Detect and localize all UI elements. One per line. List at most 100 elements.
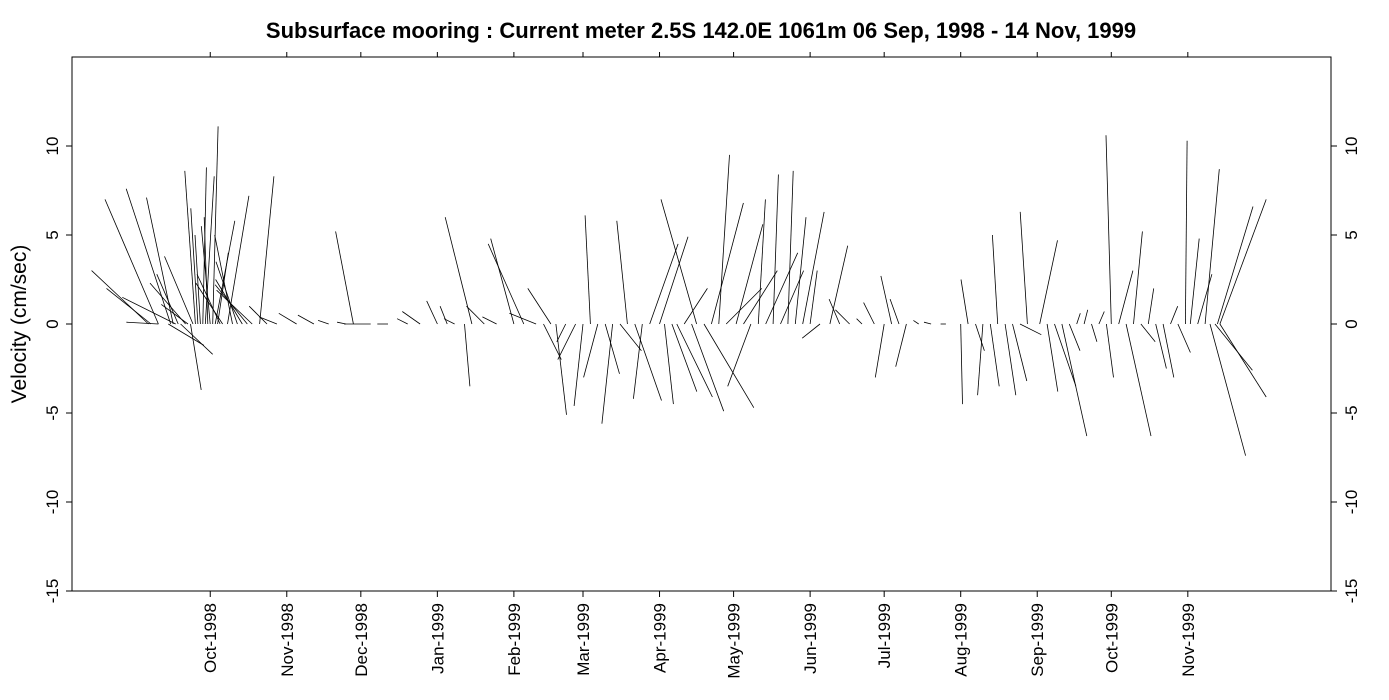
velocity-sticks xyxy=(91,126,1267,456)
velocity-stick xyxy=(829,245,849,325)
velocity-stick xyxy=(104,199,159,325)
velocity-stick xyxy=(1170,306,1179,325)
velocity-stick xyxy=(1133,231,1143,325)
velocity-stick xyxy=(604,323,620,374)
velocity-stick xyxy=(1219,323,1267,398)
velocity-stick xyxy=(794,217,807,325)
velocity-stick xyxy=(1068,323,1081,351)
velocity-stick xyxy=(960,323,963,405)
velocity-stick xyxy=(194,234,201,325)
velocity-stick xyxy=(1061,323,1088,437)
velocity-stick xyxy=(125,188,172,325)
velocity-stick xyxy=(992,234,999,325)
velocity-stick xyxy=(106,288,152,325)
velocity-stick xyxy=(671,323,698,392)
y-tick-right-label: -15 xyxy=(1342,579,1361,604)
velocity-stick xyxy=(466,305,485,325)
velocity-stick xyxy=(217,252,229,325)
x-tick-label: Jan-1999 xyxy=(428,603,447,674)
velocity-stick xyxy=(863,302,875,325)
velocity-stick xyxy=(711,202,744,325)
velocity-stick xyxy=(601,323,613,424)
velocity-stick xyxy=(1147,288,1155,325)
y-tick-right-label: -5 xyxy=(1342,405,1361,420)
velocity-stick xyxy=(227,195,250,325)
velocity-stick xyxy=(573,323,584,406)
velocity-stick xyxy=(156,274,179,325)
velocity-stick xyxy=(555,323,567,415)
x-tick-label: Jun-1999 xyxy=(801,603,820,674)
velocity-stick xyxy=(659,236,689,325)
velocity-stick xyxy=(676,323,713,398)
velocity-stick xyxy=(487,243,525,325)
velocity-stick xyxy=(772,174,779,325)
y-tick-left-label: 5 xyxy=(43,230,62,239)
x-tick-label: Dec-1998 xyxy=(352,603,371,677)
velocity-stick xyxy=(212,126,219,325)
velocity-stick xyxy=(801,323,821,339)
velocity-stick xyxy=(482,316,497,325)
velocity-stick xyxy=(1105,135,1112,325)
velocity-stick xyxy=(1046,323,1059,392)
velocity-stick xyxy=(1197,274,1213,325)
velocity-stick xyxy=(1019,211,1028,325)
y-tick-right-label: 0 xyxy=(1342,319,1361,328)
velocity-stick xyxy=(126,321,159,325)
velocity-stick xyxy=(180,323,213,355)
velocity-stick xyxy=(149,282,186,325)
x-tick-label: Oct-1998 xyxy=(201,603,220,673)
velocity-stick xyxy=(248,305,268,325)
velocity-stick xyxy=(977,323,984,396)
y-axis-label: Velocity (cm/sec) xyxy=(8,245,31,404)
velocity-stick xyxy=(122,296,176,325)
velocity-stick xyxy=(975,323,985,351)
velocity-stick xyxy=(664,323,674,405)
velocity-stick xyxy=(634,323,662,401)
velocity-stick xyxy=(1019,323,1042,336)
velocity-stick xyxy=(787,170,794,325)
velocity-stick xyxy=(215,261,238,325)
velocity-stick xyxy=(396,318,408,325)
velocity-stick xyxy=(765,252,799,325)
velocity-stick xyxy=(91,270,149,325)
velocity-stick xyxy=(317,320,329,325)
velocity-stick xyxy=(960,279,969,325)
velocity-stick xyxy=(1012,323,1028,382)
velocity-stick xyxy=(509,312,537,325)
velocity-stick xyxy=(161,304,189,325)
velocity-stick xyxy=(190,323,202,390)
velocity-stick xyxy=(184,170,196,325)
chart-title: Subsurface mooring : Current meter 2.5S … xyxy=(266,18,1136,43)
velocity-stick xyxy=(1039,240,1058,325)
velocity-stick xyxy=(196,274,221,325)
velocity-stick xyxy=(278,312,297,325)
velocity-stick xyxy=(426,300,438,325)
velocity-stick xyxy=(216,289,253,325)
velocity-stick xyxy=(1140,323,1156,343)
velocity-stick xyxy=(809,270,818,325)
plot-frame xyxy=(71,56,1332,592)
velocity-stick xyxy=(1155,323,1167,369)
velocity-stick xyxy=(190,208,199,325)
velocity-stick xyxy=(557,323,576,360)
velocity-stick xyxy=(527,288,552,325)
y-ticks-left: -15 -10 -5 0 5 10 xyxy=(43,137,72,603)
velocity-stick xyxy=(583,323,599,378)
velocity-stick xyxy=(1177,323,1191,353)
velocity-stick xyxy=(1185,140,1188,325)
velocity-stick xyxy=(439,306,448,325)
velocity-stick xyxy=(584,215,591,325)
x-ticks-top xyxy=(209,52,1189,57)
velocity-stick xyxy=(619,323,642,351)
x-tick-label: May-1999 xyxy=(725,603,744,679)
velocity-stick xyxy=(443,318,455,325)
x-tick-label: Nov-1999 xyxy=(1179,603,1198,677)
y-tick-left-label: 10 xyxy=(43,137,62,156)
velocity-stick xyxy=(874,323,885,378)
y-ticks-right: -15 -10 -5 0 5 10 xyxy=(1331,137,1361,604)
velocity-stick xyxy=(402,311,421,325)
velocity-stick xyxy=(556,323,567,342)
velocity-stick xyxy=(1076,313,1081,325)
velocity-stick xyxy=(490,238,515,325)
velocity-stick xyxy=(202,167,207,325)
